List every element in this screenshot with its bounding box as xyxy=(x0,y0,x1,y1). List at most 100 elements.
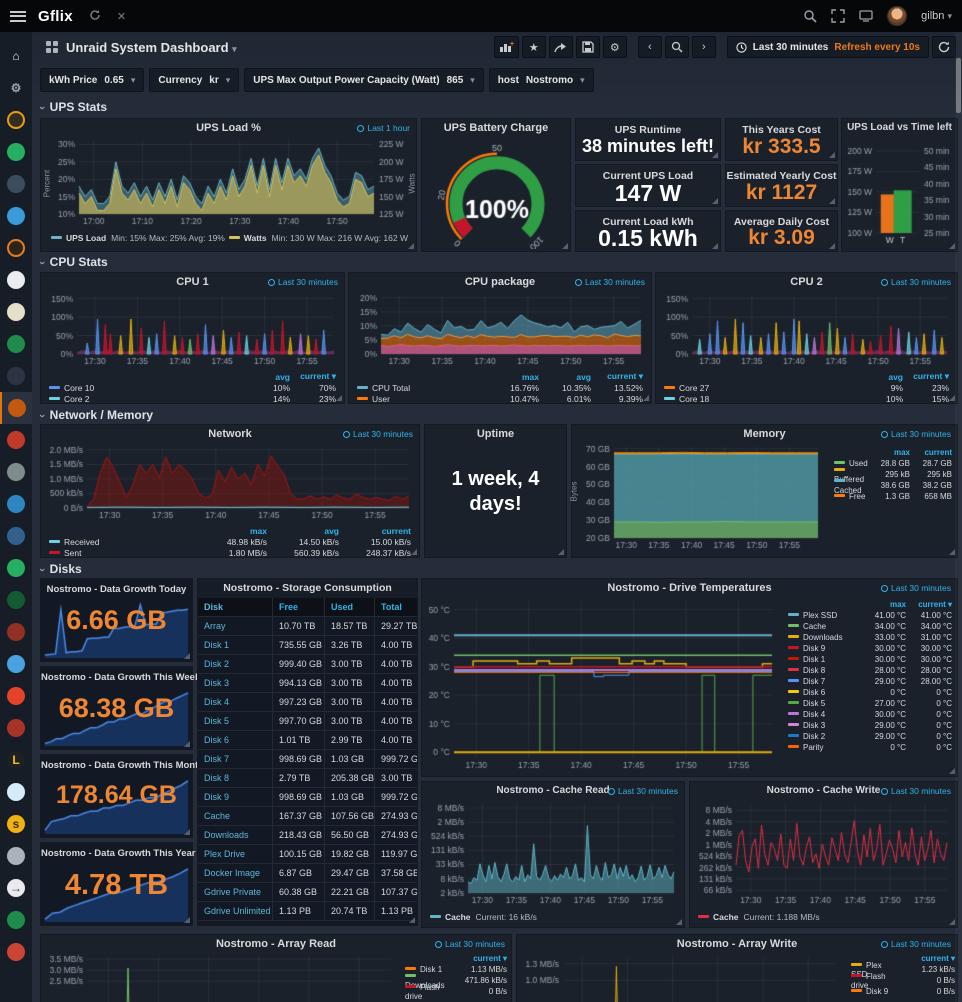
panel-title[interactable]: Nostromo - Array Read xyxy=(215,938,336,950)
table-row[interactable]: Disk 4 997.23 GB 3.00 TB 4.00 TB xyxy=(198,693,417,712)
legend-item[interactable]: Disk 5 27.00 °C 0 °C xyxy=(788,698,952,709)
user-menu[interactable]: gilbn ▾ xyxy=(921,10,952,22)
cpu-package-chart[interactable] xyxy=(351,289,649,369)
legend-item[interactable]: Disk 7 29.00 °C 28.00 °C xyxy=(788,676,952,687)
stat-title[interactable]: Nostromo - Data Growth This Week xyxy=(41,672,201,683)
time-range-label[interactable]: Last 30 minutes xyxy=(267,277,338,287)
drive-temps-chart[interactable] xyxy=(424,595,780,773)
legend-item[interactable]: Buffered 295 kB 295 kB xyxy=(834,467,952,484)
share-button[interactable] xyxy=(548,36,573,58)
legend-item[interactable]: Disk 1 1.13 MB/s xyxy=(405,964,507,975)
table-row[interactable]: Disk 8 2.79 TB 205.38 GB 3.00 TB xyxy=(198,769,417,788)
memory-chart[interactable] xyxy=(580,441,826,553)
legend-item[interactable]: Flash drive 0 B/s xyxy=(405,982,507,1001)
table-row[interactable]: Disk 3 994.13 GB 3.00 TB 4.00 TB xyxy=(198,674,417,693)
app-icon-20[interactable] xyxy=(0,776,32,808)
legend-item[interactable]: Disk 8 28.00 °C 28.00 °C xyxy=(788,665,952,676)
stat-title[interactable]: Current Load kWh xyxy=(602,216,694,228)
table-row[interactable]: Array 10.70 TB 18.57 TB 29.27 TB xyxy=(198,617,417,636)
time-range-label[interactable]: Last 30 minutes xyxy=(880,429,951,439)
section-network-memory[interactable]: › Network / Memory xyxy=(35,408,154,422)
save-button[interactable] xyxy=(575,36,600,58)
legend-item[interactable]: Used 28.8 GB 28.7 GB xyxy=(834,458,952,469)
legend-item[interactable]: Disk 4 30.00 °C 0 °C xyxy=(788,709,952,720)
refresh-tab-icon[interactable] xyxy=(89,9,101,24)
app-icon-gitlab[interactable] xyxy=(0,680,32,712)
panel-title[interactable]: CPU 2 xyxy=(790,276,823,288)
section-cpu-stats[interactable]: › CPU Stats xyxy=(35,255,108,269)
table-row[interactable]: Gdrive Unlimited 1.13 PB 20.74 TB 1.13 PB xyxy=(198,902,417,921)
legend-item[interactable]: Free 1.3 GB 658 MB xyxy=(834,491,952,502)
section-ups-stats[interactable]: › UPS Stats xyxy=(35,100,108,114)
panel-title[interactable]: Nostromo - Array Write xyxy=(676,938,798,950)
legend-item[interactable]: CPU Total 16.76% 10.35% 13.52% xyxy=(357,382,643,393)
table-row[interactable]: Docker Image 6.87 GB 29.47 GB 37.58 GB xyxy=(198,864,417,883)
app-icon-22[interactable] xyxy=(0,904,32,936)
panel-title[interactable]: UPS Battery Charge xyxy=(443,122,549,134)
app-icon-7[interactable] xyxy=(0,296,32,328)
panel-title[interactable]: Nostromo - Cache Write xyxy=(766,785,881,796)
app-icon-16[interactable] xyxy=(0,584,32,616)
legend-item[interactable]: Core 10 10% 70% xyxy=(49,382,336,393)
app-icon-6[interactable] xyxy=(0,264,32,296)
app-icon-19[interactable] xyxy=(0,712,32,744)
legend-item[interactable]: Cache Current: 16 kB/s xyxy=(430,912,537,922)
app-icon-14[interactable] xyxy=(0,520,32,552)
app-icon-plex[interactable] xyxy=(0,104,32,136)
legend-item[interactable]: Cached 38.6 GB 38.2 GB xyxy=(834,478,952,495)
panel-title[interactable]: CPU package xyxy=(464,276,536,288)
panel-title[interactable]: Nostromo - Storage Consumption xyxy=(198,579,417,598)
table-row[interactable]: Disk 6 1.01 TB 2.99 TB 4.00 TB xyxy=(198,731,417,750)
cpu1-chart[interactable] xyxy=(43,289,342,369)
stat-title[interactable]: Average Daily Cost xyxy=(733,216,830,228)
variable-host[interactable]: host Nostromo ▾ xyxy=(488,68,594,92)
app-icon-10[interactable] xyxy=(0,392,32,424)
legend-item[interactable]: Cache Current: 1.188 MB/s xyxy=(698,912,820,922)
search-icon[interactable] xyxy=(803,9,817,23)
star-button[interactable]: ★ xyxy=(521,36,546,58)
legend-item[interactable]: Plex SSD 41.00 °C 41.00 °C xyxy=(788,610,952,621)
dashboard-title-dropdown[interactable]: Unraid System Dashboard ▾ xyxy=(66,39,237,55)
app-icon-21[interactable] xyxy=(0,840,32,872)
app-icon-lazy[interactable]: L xyxy=(0,744,32,776)
array-write-chart[interactable] xyxy=(519,951,845,1002)
add-panel-button[interactable]: + xyxy=(493,36,519,58)
legend-item[interactable]: Downloads 471.86 kB/s xyxy=(405,973,507,990)
settings-button[interactable]: ⚙ xyxy=(602,36,627,58)
legend-item[interactable]: Watts Min: 130 W Max: 216 W Avg: 162 W xyxy=(228,233,408,243)
variable-ups-max[interactable]: UPS Max Output Power Capacity (Watt) 865 ▾ xyxy=(244,68,484,92)
legend-item[interactable]: User 10.47% 6.01% 9.39% xyxy=(357,393,643,404)
time-range-label[interactable]: Last 30 minutes xyxy=(342,429,413,439)
settings-icon[interactable]: ⚙ xyxy=(10,81,22,95)
stat-title[interactable]: Nostromo - Data Growth Today xyxy=(46,584,187,595)
app-icon-23[interactable] xyxy=(0,936,32,968)
app-icon-4[interactable] xyxy=(0,200,32,232)
stat-title[interactable]: Nostromo - Data Growth This Year xyxy=(41,848,196,859)
stat-title[interactable]: This Years Cost xyxy=(742,124,821,136)
time-range-label[interactable]: Last 30 minutes xyxy=(434,939,505,949)
panel-title[interactable]: Memory xyxy=(743,428,786,440)
legend-item[interactable]: Cache 34.00 °C 34.00 °C xyxy=(788,621,952,632)
close-tab-icon[interactable]: ✕ xyxy=(116,10,127,23)
dashboard-grid-icon[interactable] xyxy=(46,41,58,53)
stat-title[interactable]: UPS Runtime xyxy=(614,124,682,136)
legend-item[interactable]: Disk 2 29.00 °C 0 °C xyxy=(788,731,952,742)
cache-read-chart[interactable] xyxy=(424,798,682,908)
app-icon-11[interactable] xyxy=(0,424,32,456)
time-range-label[interactable]: Last 30 minutes xyxy=(880,583,951,593)
refresh-button[interactable] xyxy=(932,36,956,58)
variable-kwh-price[interactable]: kWh Price 0.65 ▾ xyxy=(40,68,145,92)
ups-bars-chart[interactable] xyxy=(844,135,955,248)
app-icon-15[interactable] xyxy=(0,552,32,584)
legend-item[interactable]: Core 18 10% 15% xyxy=(664,393,949,404)
cpu2-chart[interactable] xyxy=(658,289,955,369)
app-icon-3[interactable] xyxy=(0,168,32,200)
table-row[interactable]: Disk 5 997.70 GB 3.00 TB 4.00 TB xyxy=(198,712,417,731)
time-range-label[interactable]: Last 30 minutes xyxy=(880,939,951,949)
app-icon-17[interactable] xyxy=(0,616,32,648)
time-range-label[interactable]: Last 30 minutes xyxy=(607,786,678,796)
